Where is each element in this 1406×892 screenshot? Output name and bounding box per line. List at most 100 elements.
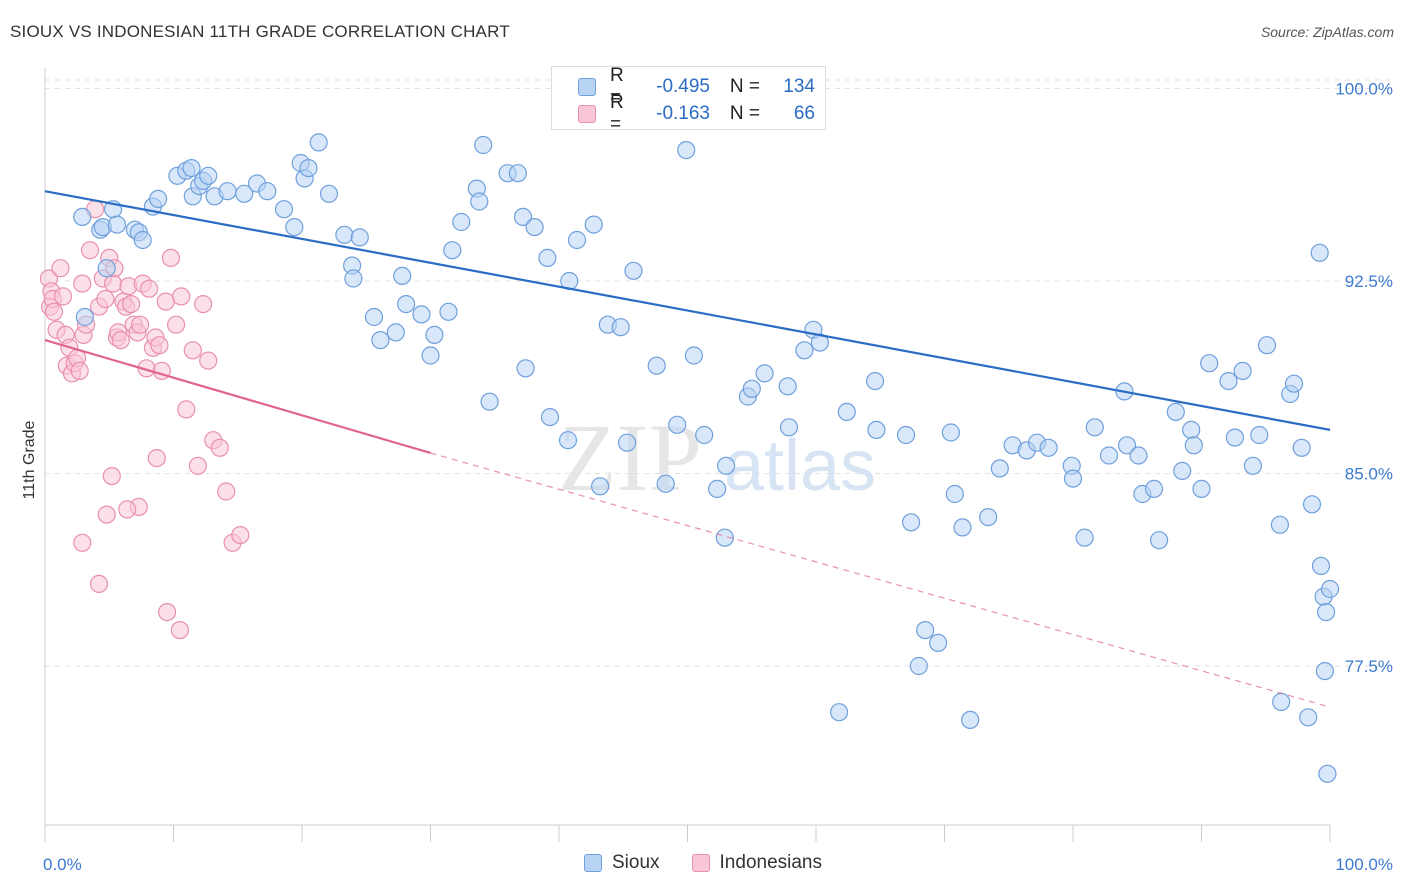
sioux-point-29 bbox=[309, 133, 328, 152]
indonesians-point-57 bbox=[102, 467, 121, 486]
legend-label-sioux: Sioux bbox=[612, 852, 660, 873]
sioux-point-109 bbox=[1243, 456, 1263, 475]
sioux-point-28 bbox=[299, 159, 318, 178]
legend-row-sioux: R = -0.495 N = 134 bbox=[552, 65, 815, 108]
legend-r-label: R = bbox=[610, 65, 624, 108]
legend-row-indonesians: R = -0.163 N = 66 bbox=[552, 92, 815, 135]
y-tick-label-2: 85.0% bbox=[1345, 465, 1393, 484]
indonesians-point-18 bbox=[80, 241, 100, 260]
sioux-point-69 bbox=[778, 377, 797, 396]
sioux-point-56 bbox=[611, 318, 630, 337]
indonesians-point-46 bbox=[172, 287, 191, 306]
sioux-point-79 bbox=[916, 620, 935, 640]
indonesians-point-49 bbox=[188, 456, 207, 475]
sioux-point-77 bbox=[896, 425, 916, 445]
sioux-point-122 bbox=[1315, 661, 1335, 681]
indonesians-point-62 bbox=[73, 533, 92, 552]
legend-item-sioux[interactable]: Sioux bbox=[584, 852, 660, 874]
sioux-point-111 bbox=[1257, 336, 1277, 355]
sioux-trend-line bbox=[44, 190, 1331, 431]
sioux-point-138 bbox=[677, 141, 696, 160]
trend-lines bbox=[44, 190, 1331, 708]
sioux-point-58 bbox=[647, 356, 666, 375]
sioux-point-67 bbox=[742, 379, 761, 398]
sioux-point-116 bbox=[1292, 438, 1311, 457]
sioux-point-68 bbox=[755, 364, 774, 383]
sioux-point-101 bbox=[1173, 461, 1192, 480]
sioux-point-128 bbox=[909, 656, 928, 676]
indonesians-point-6 bbox=[51, 259, 70, 278]
sioux-point-82 bbox=[953, 518, 972, 537]
sioux-point-9 bbox=[133, 230, 152, 250]
indonesians-point-65 bbox=[170, 620, 189, 640]
watermark-atlas: atlas bbox=[724, 426, 876, 506]
sioux-point-11 bbox=[149, 189, 168, 208]
sioux-point-64 bbox=[715, 528, 734, 547]
indonesians-point-58 bbox=[97, 505, 116, 524]
sioux-point-57 bbox=[624, 261, 643, 280]
series-sioux bbox=[73, 133, 1340, 783]
sioux-point-137 bbox=[540, 408, 560, 427]
sioux-point-21 bbox=[235, 184, 254, 203]
sioux-point-38 bbox=[393, 266, 412, 285]
sioux-point-113 bbox=[1272, 692, 1291, 712]
sioux-point-127 bbox=[829, 703, 849, 722]
sioux-point-131 bbox=[516, 359, 535, 378]
indonesians-point-53 bbox=[210, 438, 229, 457]
x-tick-label-0: 0.0% bbox=[43, 855, 82, 874]
sioux-point-105 bbox=[1200, 354, 1219, 373]
indonesians-point-56 bbox=[231, 525, 250, 545]
indonesians-point-50 bbox=[194, 295, 213, 314]
sioux-point-75 bbox=[865, 372, 885, 391]
chart-title: SIOUX VS INDONESIAN 11TH GRADE CORRELATI… bbox=[10, 22, 510, 41]
legend-label-indonesians: Indonesians bbox=[719, 852, 822, 873]
sioux-point-129 bbox=[928, 633, 948, 653]
sioux-point-31 bbox=[335, 225, 354, 244]
sioux-point-92 bbox=[1085, 418, 1104, 437]
sioux-point-91 bbox=[1075, 528, 1094, 547]
x-tick-label-1: 100.0% bbox=[1335, 855, 1393, 874]
sioux-point-46 bbox=[474, 135, 493, 155]
legend-n-label: N = bbox=[729, 103, 760, 124]
sioux-point-78 bbox=[901, 513, 921, 532]
indonesians-point-64 bbox=[158, 602, 177, 622]
sioux-point-30 bbox=[319, 184, 339, 203]
legend-item-indonesians[interactable]: Indonesians bbox=[691, 852, 822, 874]
legend-r-value: -0.495 bbox=[656, 76, 710, 97]
sioux-point-65 bbox=[716, 456, 736, 475]
indonesians-point-44 bbox=[161, 248, 180, 267]
indonesians-point-60 bbox=[118, 500, 137, 519]
tick-labels: 100.0% 92.5% 85.0% 77.5% 0.0% 100.0% bbox=[43, 80, 1393, 874]
sioux-point-110 bbox=[1250, 425, 1269, 445]
legend-r-value: -0.163 bbox=[656, 103, 710, 124]
indonesians-point-38 bbox=[140, 279, 159, 298]
indonesians-point-7 bbox=[53, 287, 73, 306]
sioux-point-81 bbox=[945, 484, 964, 504]
sioux-point-115 bbox=[1284, 374, 1304, 393]
sioux-point-20 bbox=[218, 182, 237, 201]
sioux-point-60 bbox=[668, 415, 687, 434]
legend-n-value: 66 bbox=[793, 103, 815, 124]
sioux-point-107 bbox=[1225, 428, 1245, 447]
sioux-point-35 bbox=[364, 307, 384, 327]
sioux-point-95 bbox=[1117, 436, 1137, 455]
indonesians-trend-line bbox=[44, 338, 431, 455]
sioux-point-93 bbox=[1099, 446, 1119, 465]
sioux-point-45 bbox=[470, 192, 489, 211]
y-tick-label-3: 77.5% bbox=[1345, 657, 1393, 676]
sioux-point-33 bbox=[344, 269, 363, 288]
sioux-point-98 bbox=[1144, 479, 1164, 498]
sioux-point-135 bbox=[590, 477, 610, 496]
indonesians-point-15 bbox=[73, 274, 92, 293]
sioux-point-25 bbox=[285, 218, 304, 237]
legend-n-value: 134 bbox=[783, 76, 815, 97]
sioux-point-102 bbox=[1182, 420, 1201, 439]
legend-r-label: R = bbox=[610, 92, 624, 135]
indonesians-point-61 bbox=[147, 449, 166, 468]
indonesians-point-22 bbox=[96, 289, 115, 309]
sioux-point-18 bbox=[199, 166, 218, 185]
sioux-point-88 bbox=[1039, 438, 1058, 457]
sioux-point-104 bbox=[1192, 479, 1211, 498]
sioux-point-51 bbox=[538, 248, 557, 267]
